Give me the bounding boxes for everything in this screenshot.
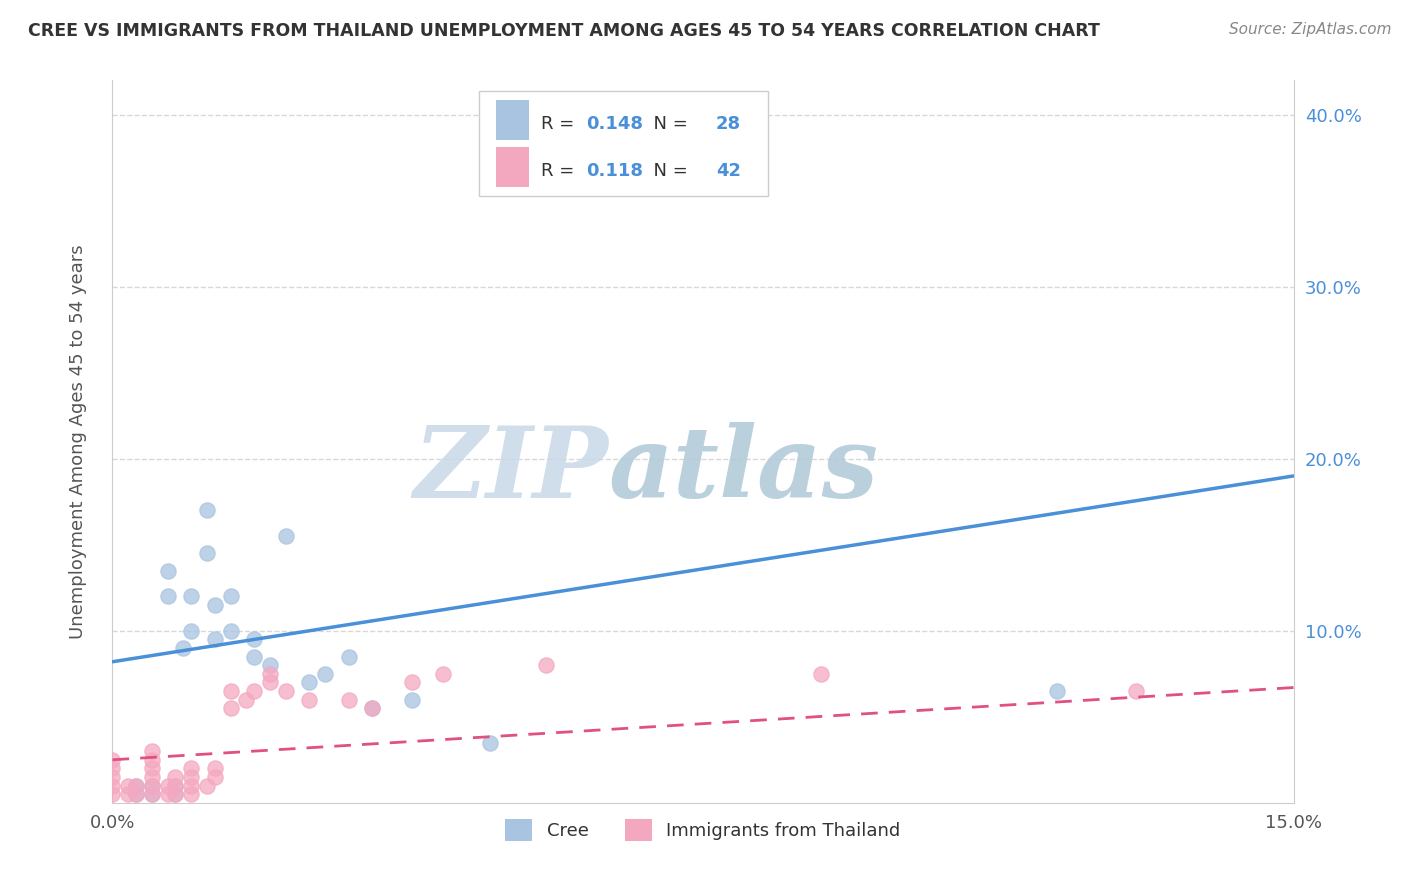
Point — [125, 787, 148, 801]
Point — [259, 675, 281, 690]
Point — [298, 692, 321, 706]
Text: 42: 42 — [716, 161, 741, 180]
Point — [141, 787, 163, 801]
Point — [101, 787, 124, 801]
Point — [259, 666, 281, 681]
Text: 0.148: 0.148 — [586, 115, 643, 133]
Point — [156, 564, 179, 578]
Point — [195, 503, 218, 517]
Point — [165, 779, 187, 793]
Point — [180, 624, 202, 638]
Point — [1046, 684, 1069, 698]
Point — [235, 692, 257, 706]
Point — [156, 779, 179, 793]
Point — [141, 779, 163, 793]
Point — [274, 684, 297, 698]
Point — [195, 546, 218, 560]
Point — [141, 753, 163, 767]
Point — [361, 701, 384, 715]
Point — [180, 787, 202, 801]
Point — [204, 632, 226, 647]
Point — [141, 779, 163, 793]
Point — [156, 787, 179, 801]
Point — [180, 770, 202, 784]
Point — [125, 779, 148, 793]
Point — [219, 624, 242, 638]
Point — [165, 787, 187, 801]
Point — [810, 666, 832, 681]
Point — [204, 598, 226, 612]
FancyBboxPatch shape — [478, 91, 768, 196]
Text: N =: N = — [641, 115, 693, 133]
Point — [219, 684, 242, 698]
Point — [298, 675, 321, 690]
FancyBboxPatch shape — [496, 147, 530, 186]
Text: Source: ZipAtlas.com: Source: ZipAtlas.com — [1229, 22, 1392, 37]
Text: 28: 28 — [716, 115, 741, 133]
FancyBboxPatch shape — [496, 100, 530, 140]
Text: CREE VS IMMIGRANTS FROM THAILAND UNEMPLOYMENT AMONG AGES 45 TO 54 YEARS CORRELAT: CREE VS IMMIGRANTS FROM THAILAND UNEMPLO… — [28, 22, 1099, 40]
Point — [432, 666, 454, 681]
Legend: Cree, Immigrants from Thailand: Cree, Immigrants from Thailand — [498, 812, 908, 848]
Point — [141, 770, 163, 784]
Point — [165, 770, 187, 784]
Point — [243, 632, 266, 647]
Point — [401, 675, 423, 690]
Point — [219, 701, 242, 715]
Y-axis label: Unemployment Among Ages 45 to 54 years: Unemployment Among Ages 45 to 54 years — [69, 244, 87, 639]
Point — [101, 779, 124, 793]
Text: R =: R = — [541, 161, 581, 180]
Point — [243, 684, 266, 698]
Point — [204, 761, 226, 775]
Point — [101, 761, 124, 775]
Point — [180, 779, 202, 793]
Point — [195, 779, 218, 793]
Point — [479, 735, 502, 749]
Text: atlas: atlas — [609, 422, 879, 518]
Text: R =: R = — [541, 115, 581, 133]
Point — [204, 770, 226, 784]
Text: 0.118: 0.118 — [586, 161, 643, 180]
Point — [172, 640, 194, 655]
Text: ZIP: ZIP — [413, 422, 609, 518]
Point — [219, 590, 242, 604]
Point — [141, 787, 163, 801]
Point — [117, 787, 139, 801]
Point — [141, 761, 163, 775]
Point — [1125, 684, 1147, 698]
Point — [259, 658, 281, 673]
Point — [401, 692, 423, 706]
Point — [274, 529, 297, 543]
Point — [165, 779, 187, 793]
Point — [165, 787, 187, 801]
Point — [101, 770, 124, 784]
Point — [141, 744, 163, 758]
Point — [125, 779, 148, 793]
Point — [125, 787, 148, 801]
Point — [180, 761, 202, 775]
Point — [337, 692, 360, 706]
Point — [243, 649, 266, 664]
Point — [180, 590, 202, 604]
Point — [361, 701, 384, 715]
Text: N =: N = — [641, 161, 693, 180]
Point — [314, 666, 336, 681]
Point — [156, 590, 179, 604]
Point — [101, 753, 124, 767]
Point — [534, 658, 557, 673]
Point — [117, 779, 139, 793]
Point — [337, 649, 360, 664]
